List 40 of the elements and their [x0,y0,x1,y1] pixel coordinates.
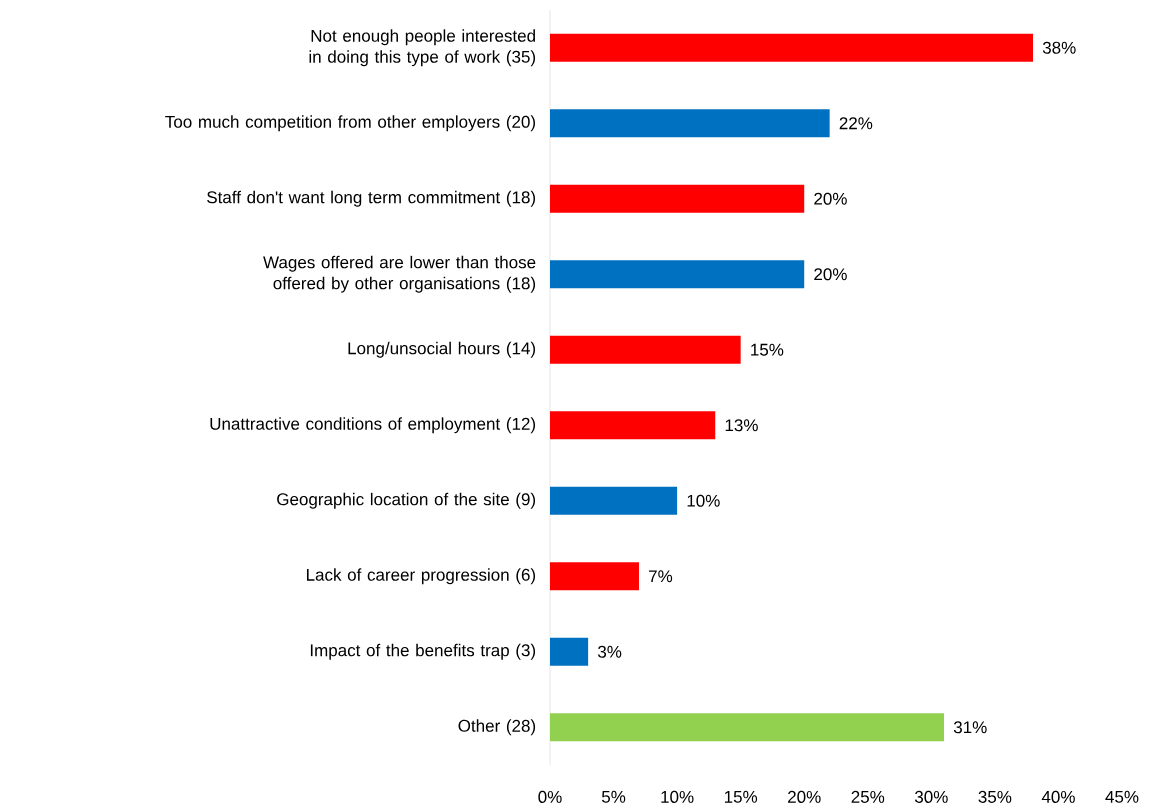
x-tick-label: 30% [914,790,948,803]
data-label: 38% [1042,41,1076,54]
bar [550,486,678,515]
y-tick-label: Staff don't want long term commitment (18) [207,190,536,207]
x-tick-label: 25% [851,790,885,803]
x-tick-label: 45% [1105,790,1139,803]
bar [550,411,716,440]
x-tick-label: 10% [661,790,694,803]
data-label: 20% [814,268,847,281]
y-tick-label: Geographic location of the site (9) [277,492,536,509]
data-label: 22% [839,117,873,130]
data-label: 13% [725,419,758,432]
data-label: 31% [953,721,987,734]
y-tick-label: Wages offered are lower than those offered by other organisations (18) [263,255,536,293]
bar [550,335,741,364]
y-tick-label: Too much competition from other employers (20) [165,115,536,132]
x-tick-label: 15% [724,790,758,803]
y-tick-label: Lack of career progression (6) [306,568,536,585]
data-label: 15% [751,343,784,356]
bar [550,33,1034,62]
bar [550,260,805,289]
bar [550,637,589,666]
y-tick-label: Unattractive conditions of employment (12) [210,417,536,434]
data-label: 3% [597,645,622,658]
x-tick-label: 40% [1041,790,1075,803]
x-tick-label: 35% [978,790,1012,803]
data-label: 20% [814,192,847,205]
bar [550,713,945,742]
data-label: 10% [687,494,720,507]
bar [550,562,639,591]
bar [550,184,805,213]
y-tick-label: Long/unsocial hours (14) [348,341,536,358]
x-tick-label: 0% [538,790,562,803]
x-tick-label: 20% [788,790,821,803]
y-tick-label: Other (28) [458,719,536,736]
y-tick-label: Impact of the benefits trap (3) [310,643,536,660]
y-tick-label: Not enough people interested in doing this type of work (35) [309,29,536,67]
bar [550,109,830,138]
x-tick-label: 5% [601,790,626,803]
data-label: 7% [649,570,673,583]
